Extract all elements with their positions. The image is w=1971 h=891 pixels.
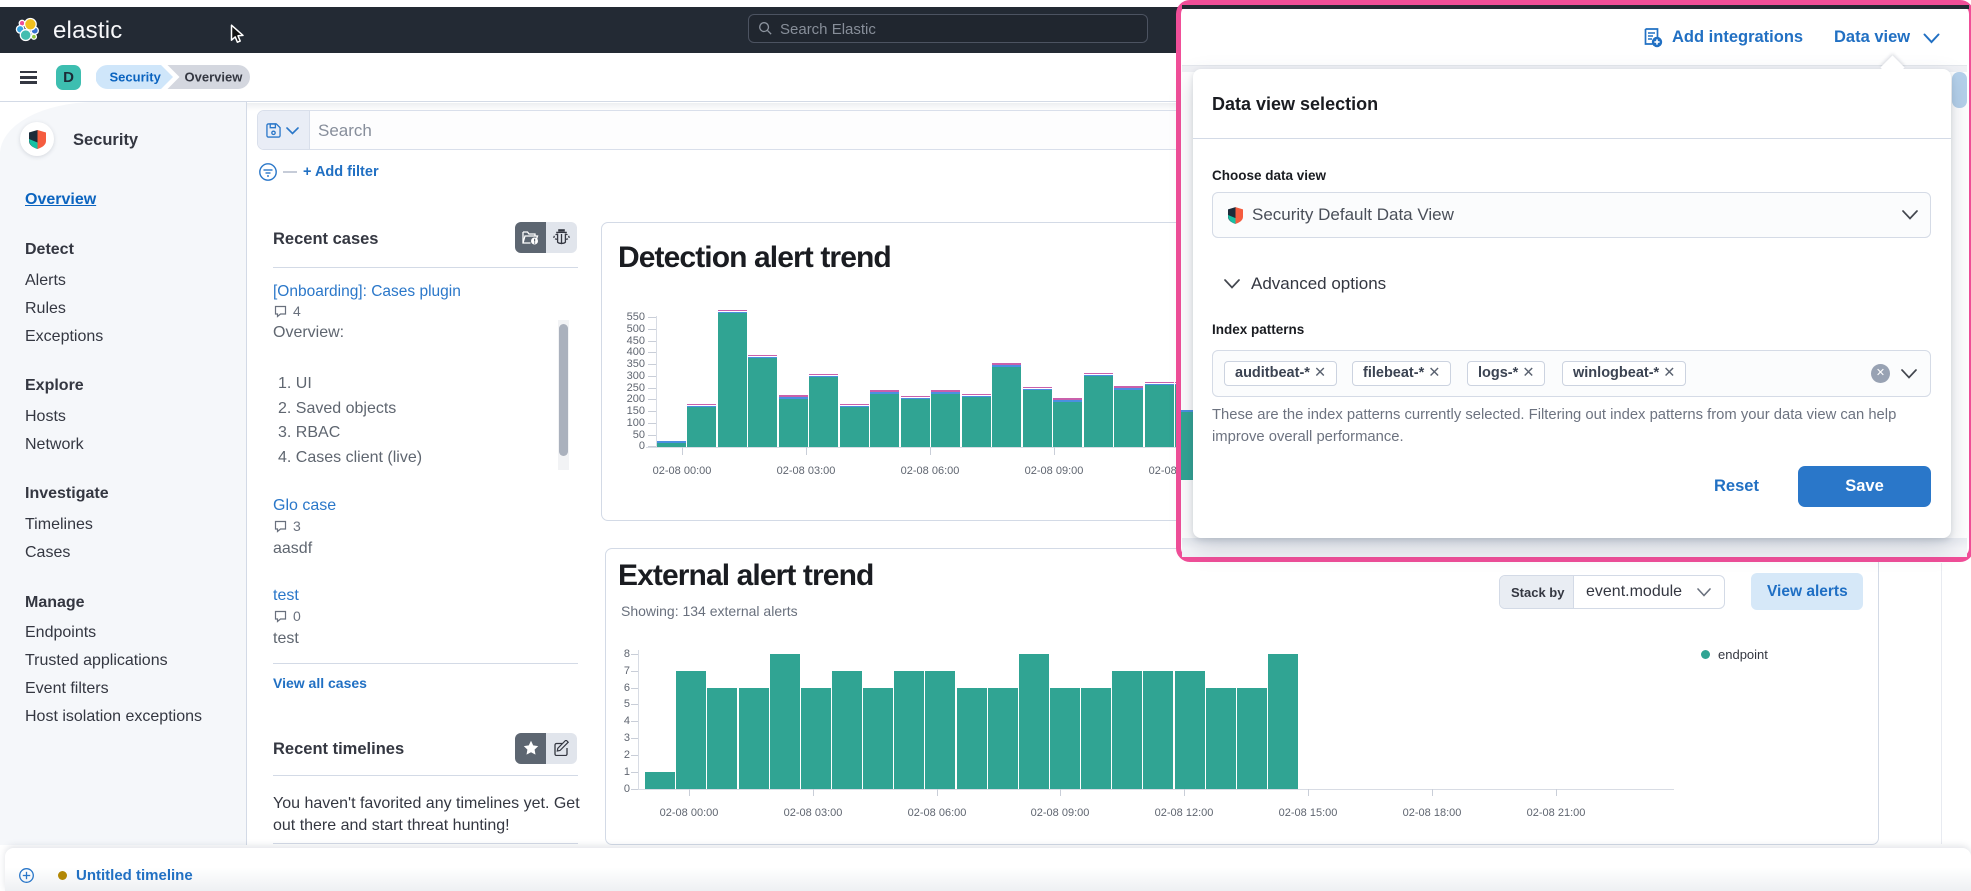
svg-text:Security: Security: [110, 70, 162, 85]
svg-text:Overview: Overview: [185, 70, 244, 85]
